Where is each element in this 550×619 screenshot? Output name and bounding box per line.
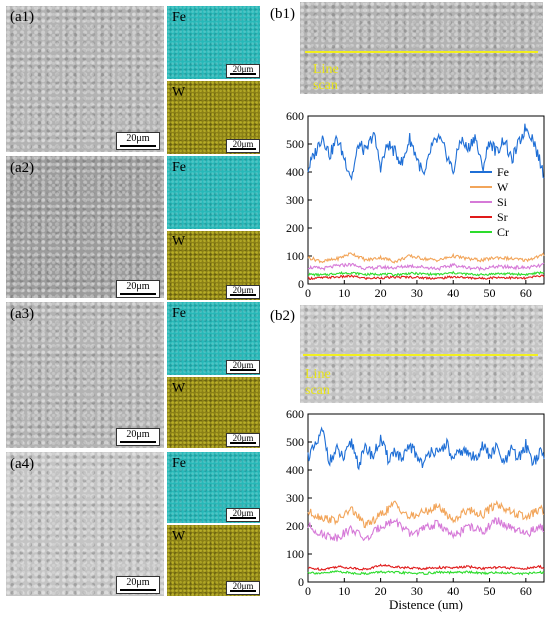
y-tick-label: 0: [298, 575, 304, 589]
series-line-w: [307, 252, 545, 264]
w-label-a2: W: [172, 234, 186, 249]
y-tick-label: 200: [286, 519, 304, 533]
scale-bar-text-a4: 20μm: [126, 577, 150, 588]
plot-frame: [307, 413, 545, 583]
fe-label-a1: Fe: [172, 10, 186, 25]
panel-label-b2: (b2): [270, 308, 295, 324]
fe-label-a2: Fe: [172, 160, 186, 175]
y-tick-label: 0: [298, 277, 304, 291]
w-map-scale-text-a2: 20μm: [232, 285, 254, 295]
panel-label-a4: (a4): [10, 456, 35, 472]
fe-map-scale-a3: 20μm: [226, 360, 260, 374]
x-tick-label: 20: [375, 584, 387, 598]
sem-image-a3: [6, 302, 164, 448]
x-axis-label: Distence (um): [389, 597, 463, 612]
fe-map-scale-text-a4: 20μm: [232, 508, 254, 518]
line-scan-label-b1: Line scan: [313, 62, 339, 93]
sem-image-b1: [300, 2, 543, 94]
line-scan-path-b1: [305, 51, 538, 53]
x-tick-label: 60: [520, 286, 532, 298]
fe-map-a2: [167, 156, 260, 229]
w-map-scale-text-a4: 20μm: [232, 581, 254, 591]
scale-bar-a1: 20μm: [116, 132, 160, 150]
series-line-w: [307, 500, 545, 529]
w-map-scale-a2: 20μm: [226, 285, 260, 299]
x-tick-label: 10: [338, 286, 350, 298]
scale-bar-a3: 20μm: [116, 428, 160, 446]
y-tick-label: 200: [286, 221, 304, 235]
line-scan-label-b2: Line scan: [305, 367, 331, 398]
scale-bar-a2: 20μm: [116, 280, 160, 298]
series-line-cr: [307, 570, 545, 576]
series-line-cr: [307, 270, 545, 277]
x-tick-label: 50: [484, 584, 496, 598]
line-scan-path-b2: [303, 354, 538, 356]
w-map-scale-text-a1: 20μm: [232, 139, 254, 149]
sem-image-a2: [6, 156, 164, 298]
y-tick-label: 500: [286, 435, 304, 449]
w-map-a2: [167, 231, 260, 300]
panel-label-a3: (a3): [10, 306, 35, 322]
x-tick-label: 0: [305, 584, 311, 598]
x-tick-label: 50: [484, 286, 496, 298]
fe-map-a1: [167, 6, 260, 79]
w-map-scale-a1: 20μm: [226, 139, 260, 153]
x-tick-label: 30: [411, 286, 423, 298]
legend-label-cr: Cr: [497, 225, 509, 239]
y-tick-label: 400: [286, 165, 304, 179]
series-line-si: [307, 517, 545, 542]
y-tick-label: 400: [286, 463, 304, 477]
y-tick-label: 500: [286, 137, 304, 151]
w-label-a3: W: [172, 381, 186, 396]
series-line-si: [307, 262, 545, 272]
series-line-sr: [307, 563, 545, 571]
scale-bar-text-a2: 20μm: [126, 281, 150, 292]
line-scan-chart-b2: 0 100 200 300 400 500 600 0 10 20 30 40 50 60 Distence…: [286, 407, 545, 612]
y-tick-label: 600: [286, 109, 304, 123]
y-tick-label: 300: [286, 193, 304, 207]
line-scan-chart-b1: 0 100 200 300 400 500 600 0 10 20 30 40 50 60 FeWSiSrC…: [286, 109, 545, 298]
x-tick-label: 40: [447, 584, 459, 598]
w-label-a1: W: [172, 85, 186, 100]
fe-label-a4: Fe: [172, 456, 186, 471]
scale-bar-text-a1: 20μm: [126, 133, 150, 144]
legend-label-fe: Fe: [497, 165, 509, 179]
panel-label-a1: (a1): [10, 9, 35, 25]
fe-map-scale-text-a1: 20μm: [232, 64, 254, 74]
w-map-scale-a4: 20μm: [226, 581, 260, 595]
legend-label-sr: Sr: [497, 210, 508, 224]
y-tick-label: 100: [286, 249, 304, 263]
y-tick-label: 600: [286, 407, 304, 421]
x-tick-label: 20: [375, 286, 387, 298]
legend-label-si: Si: [497, 195, 508, 209]
x-tick-label: 60: [520, 584, 532, 598]
panel-label-a2: (a2): [10, 160, 35, 176]
x-tick-label: 30: [411, 584, 423, 598]
series-line-sr: [307, 274, 545, 281]
series-line-fe: [307, 426, 545, 471]
y-tick-label: 100: [286, 547, 304, 561]
scale-bar-text-a3: 20μm: [126, 429, 150, 440]
x-tick-label: 40: [447, 286, 459, 298]
legend-label-w: W: [497, 180, 509, 194]
w-label-a4: W: [172, 529, 186, 544]
fe-map-scale-a4: 20μm: [226, 508, 260, 522]
fe-map-scale-text-a3: 20μm: [232, 360, 254, 370]
series-line-fe: [307, 123, 545, 181]
w-map-scale-a3: 20μm: [226, 433, 260, 447]
fe-map-scale-a1: 20μm: [226, 64, 260, 78]
scale-bar-a4: 20μm: [116, 576, 160, 594]
x-tick-label: 10: [338, 584, 350, 598]
w-map-a1: [167, 81, 260, 154]
sem-image-a1: [6, 6, 164, 152]
fe-label-a3: Fe: [172, 306, 186, 321]
sem-image-a4: [6, 452, 164, 596]
y-tick-label: 300: [286, 491, 304, 505]
x-tick-label: 0: [305, 286, 311, 298]
w-map-scale-text-a3: 20μm: [232, 433, 254, 443]
panel-label-b1: (b1): [270, 6, 295, 22]
